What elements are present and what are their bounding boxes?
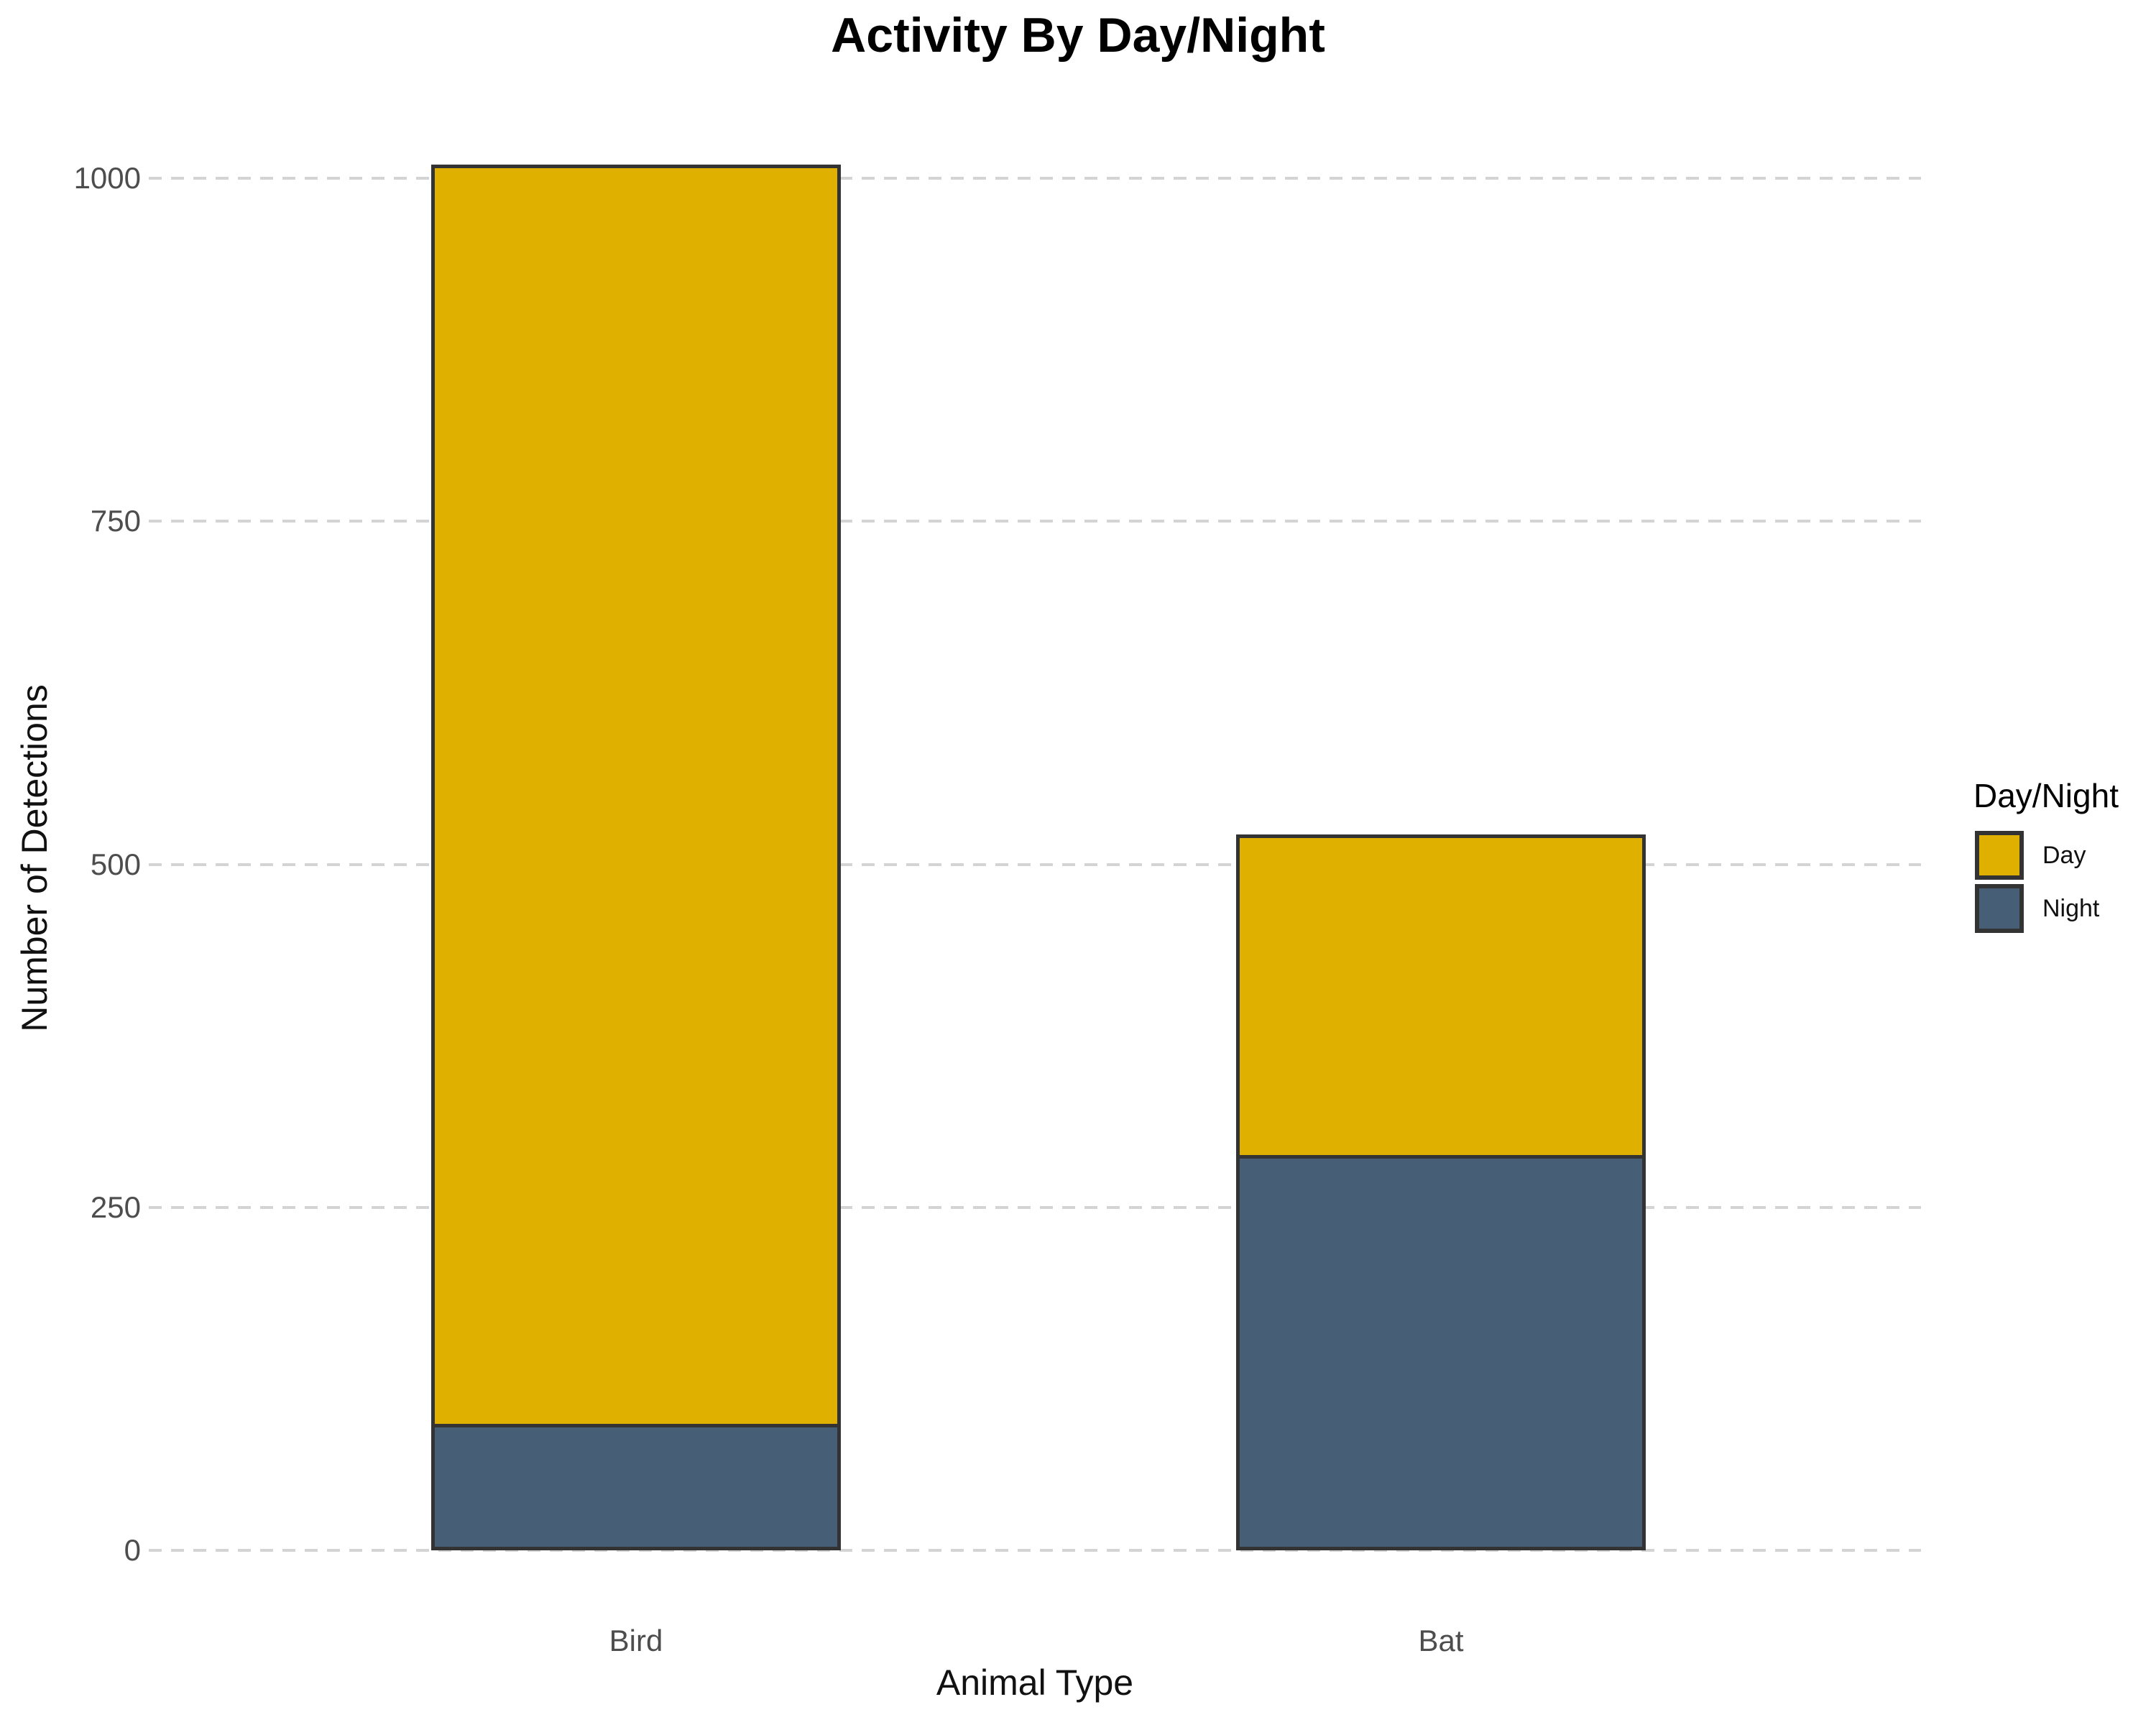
y-tick-label-1000: 1000 bbox=[73, 161, 141, 195]
y-tick-label-250: 250 bbox=[90, 1190, 141, 1224]
bar-segment-bat-night bbox=[1236, 1155, 1646, 1550]
gridline-y-1000 bbox=[149, 177, 1921, 180]
legend: Day/Night Day Night bbox=[1952, 776, 2156, 963]
bar-segment-bird-day bbox=[431, 164, 841, 1425]
legend-label-day: Day bbox=[2042, 842, 2086, 869]
legend-title: Day/Night bbox=[1973, 777, 2119, 814]
y-tick-label-0: 0 bbox=[124, 1533, 141, 1567]
gridline-y-500 bbox=[149, 862, 1921, 866]
x-axis-title: Animal Type bbox=[936, 1662, 1134, 1703]
bar-segment-bird-night bbox=[431, 1424, 841, 1550]
x-tick-label-bird: Bird bbox=[609, 1624, 663, 1657]
chart-title: Activity By Day/Night bbox=[831, 8, 1325, 63]
x-tick-label-bat: Bat bbox=[1418, 1624, 1464, 1657]
gridline-y-0 bbox=[149, 1549, 1921, 1552]
legend-swatch-night bbox=[1975, 884, 2024, 933]
gridline-y-250 bbox=[149, 1205, 1921, 1209]
y-tick-label-750: 750 bbox=[90, 504, 141, 538]
legend-label-night: Night bbox=[2042, 895, 2100, 922]
bar-segment-bat-day bbox=[1236, 834, 1646, 1156]
legend-swatch-day bbox=[1975, 831, 2024, 880]
gridline-y-750 bbox=[149, 520, 1921, 523]
y-tick-label-500: 500 bbox=[90, 847, 141, 881]
